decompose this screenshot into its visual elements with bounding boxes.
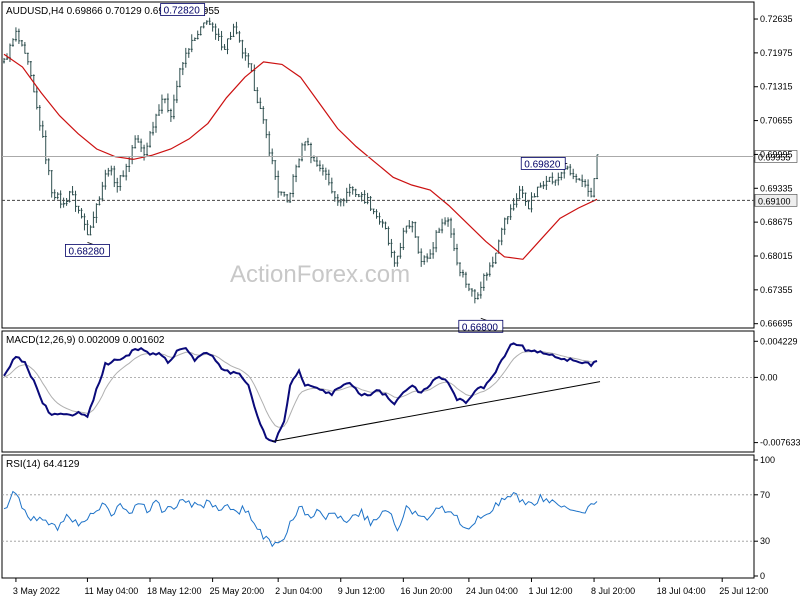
rsi-panel-frame <box>1 454 755 579</box>
price-tick-label: 0.67355 <box>760 285 793 295</box>
time-tick-label: 8 Jul 20:00 <box>591 586 635 596</box>
macd-tick-label: 0.004229 <box>760 336 798 346</box>
price-panel: AUDUSD,H4 0.69866 0.70129 0.69841 0.6995… <box>1 1 798 333</box>
time-tick-label: 9 Jun 12:00 <box>338 586 385 596</box>
time-tick-label: 18 Jul 04:00 <box>657 586 706 596</box>
moving-average <box>3 53 598 260</box>
macd-title: MACD(12,26,9) 0.002009 0.001602 <box>6 335 165 346</box>
rsi-tick-label: 0 <box>760 571 765 581</box>
price-tick-label: 0.71975 <box>760 48 793 58</box>
price-tick-label: 0.68015 <box>760 251 793 261</box>
annotation-label: 0.69820 <box>524 159 561 170</box>
horizontal-levels: 0.69955 0.69100 <box>2 150 798 207</box>
macd-line <box>3 342 598 444</box>
time-tick-label: 3 May 2022 <box>13 586 60 596</box>
macd-trendline <box>272 381 601 442</box>
time-tick-label: 1 Jul 12:00 <box>528 586 572 596</box>
macd-lines <box>2 342 754 444</box>
price-tick-label: 0.66695 <box>760 319 793 329</box>
annotation-box <box>160 3 206 16</box>
price-tick-label: 0.72635 <box>760 14 793 24</box>
price-level-tag-text: 0.69955 <box>758 152 791 162</box>
price-axis: 0.72635 0.71975 0.71315 0.70655 0.69995 0.693… <box>754 14 793 329</box>
macd-signal-line <box>3 350 598 428</box>
annotation-box <box>65 243 110 257</box>
macd-tick-label: -0.007633 <box>760 438 800 448</box>
price-level-tag <box>754 194 798 207</box>
price-level-tag-text: 0.69100 <box>758 196 791 206</box>
annotation-label: 0.68280 <box>68 246 105 257</box>
price-level-tag <box>754 150 798 163</box>
time-tick-label: 11 May 04:00 <box>84 586 138 596</box>
time-tick-label: 18 May 12:00 <box>147 586 202 596</box>
macd-axis: 0.004229 0.00 -0.007633 <box>754 336 800 448</box>
rsi-line <box>3 490 598 548</box>
annotation-label: 0.66800 <box>462 322 499 333</box>
price-header: AUDUSD,H4 0.69866 0.70129 0.69841 0.6995… <box>6 6 220 17</box>
macd-tick-label: 0.00 <box>760 372 778 382</box>
price-tick-label: 0.71315 <box>760 82 793 92</box>
time-axis: 3 May 2022 11 May 04:00 18 May 12:00 25 May… <box>13 578 768 596</box>
rsi-tick-label: 70 <box>760 490 770 500</box>
rsi-tick-label: 30 <box>760 536 770 546</box>
moving-average-line <box>3 53 598 260</box>
rsi-panel: RSI(14) 64.4129 100 70 30 0 <box>1 454 775 581</box>
price-tick-label: 0.70655 <box>760 116 793 126</box>
annotation-label: 0.72820 <box>164 6 201 17</box>
rsi-tick-label: 100 <box>760 455 775 465</box>
rsi-axis: 100 70 30 0 <box>754 455 775 581</box>
price-annotations: 0.72820 0.68280 0.66800 0.69820 <box>65 3 568 333</box>
time-tick-label: 25 May 20:00 <box>210 586 265 596</box>
price-tick-label: 0.68675 <box>760 217 793 227</box>
macd-panel-frame <box>1 330 755 453</box>
price-tick-label: 0.69995 <box>760 149 793 159</box>
rsi-lines <box>2 490 754 548</box>
time-tick-label: 25 Jul 12:00 <box>719 586 768 596</box>
annotation-box <box>520 157 566 170</box>
time-tick-label: 2 Jun 04:00 <box>275 586 322 596</box>
macd-panel: MACD(12,26,9) 0.002009 0.001602 0.004229… <box>1 330 800 453</box>
price-panel-frame <box>1 1 755 329</box>
rsi-title: RSI(14) 64.4129 <box>6 459 80 470</box>
price-tick-label: 0.69335 <box>760 183 793 193</box>
time-tick-label: 16 Jun 20:00 <box>400 586 452 596</box>
annotation-box <box>458 319 504 333</box>
watermark: ActionForex.com <box>230 261 410 288</box>
time-tick-label: 24 Jun 04:00 <box>466 586 518 596</box>
price-candles <box>3 17 599 304</box>
